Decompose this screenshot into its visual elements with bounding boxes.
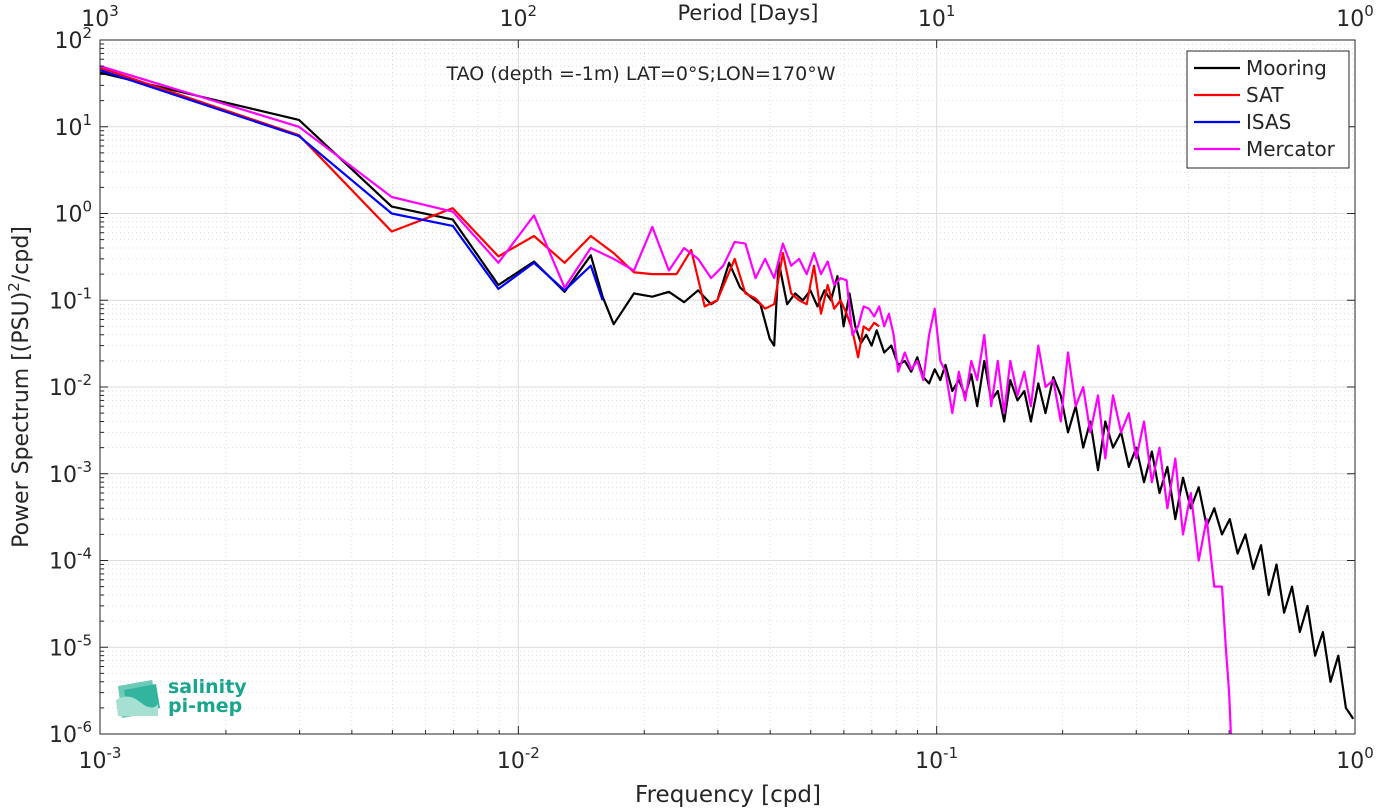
series-line-isas [99, 69, 604, 301]
y-axis-label: Power Spectrum [(PSU)2/cpd] [5, 226, 34, 548]
legend: Mooring SAT ISAS Mercator [1186, 50, 1350, 169]
top-axis-label: Period [Days] [678, 1, 819, 25]
salinity-pimep-logo: salinity pi-mep [116, 676, 247, 718]
top-tick-label: 100 [1336, 2, 1374, 32]
y-tick-label: 10-5 [49, 631, 92, 661]
legend-items: Mooring SAT ISAS Mercator [1194, 56, 1336, 161]
y-tick-label: 100 [54, 198, 92, 228]
logo-line2: pi-mep [168, 695, 242, 717]
y-tick-label: 101 [54, 111, 92, 141]
y-axis-label-unit: /cpd] [9, 226, 34, 282]
chart-title: TAO (depth =-1m) LAT=0°S;LON=170°W [445, 63, 835, 85]
top-tick-label: 103 [81, 2, 119, 32]
x-tick-label: 100 [1336, 744, 1374, 774]
y-tick-label: 10-6 [49, 718, 92, 748]
wave-icon [116, 680, 160, 718]
y-tick-label: 102 [54, 24, 92, 54]
y-tick-label: 10-1 [49, 284, 92, 314]
x-tick-label: 10-1 [915, 744, 958, 774]
legend-label-sat: SAT [1246, 83, 1284, 107]
x-tick-label: 10-2 [497, 744, 540, 774]
plot-frame [99, 39, 1356, 735]
series-line-mercator [99, 65, 1232, 735]
series-layer [99, 65, 1355, 735]
y-axis-label-main: Power Spectrum [(PSU) [9, 292, 34, 548]
top-tick-label: 101 [918, 2, 956, 32]
legend-label-mercator: Mercator [1246, 137, 1336, 161]
y-tick-label: 10-4 [49, 545, 92, 575]
y-tick-label: 10-3 [49, 458, 92, 488]
legend-label-isas: ISAS [1246, 110, 1291, 134]
y-axis-label-sup: 2 [5, 282, 23, 292]
top-tick-label: 102 [500, 2, 538, 32]
y-tick-label: 10-2 [49, 371, 92, 401]
series-line-sat [99, 66, 880, 359]
legend-label-mooring: Mooring [1246, 56, 1327, 80]
logo-line1: salinity [168, 676, 247, 698]
x-axis-label: Frequency [cpd] [635, 782, 821, 808]
x-tick-label: 10-3 [79, 744, 122, 774]
